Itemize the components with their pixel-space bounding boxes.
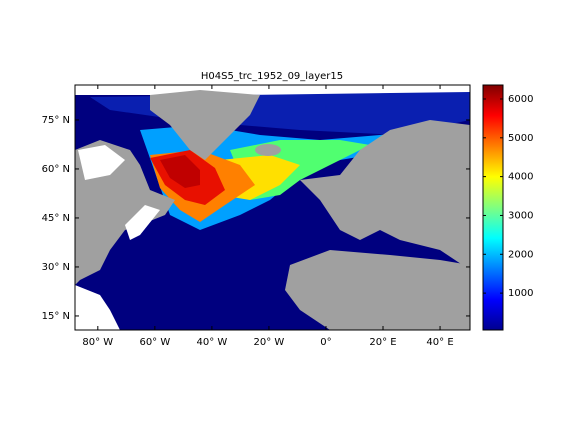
axes-frame [74,84,471,331]
chart-title: H04S5_trc_1952_09_layer15 [201,71,343,82]
colorbar [482,84,504,331]
y-tick-label: 60° N [42,164,70,175]
x-tick-label: 40° W [196,337,227,348]
colorbar-tick-label: 3000 [508,210,533,221]
colorbar-tick-label: 5000 [508,133,533,144]
x-tick-label: 0° [320,337,331,348]
x-tick-label: 40° E [426,337,453,348]
y-tick-label: 45° N [42,213,70,224]
colorbar-tick-label: 2000 [508,249,533,260]
colorbar-tick-label: 1000 [508,288,533,299]
y-tick-label: 15° N [42,311,70,322]
x-tick-label: 20° E [369,337,396,348]
colorbar-tick-label: 6000 [508,94,533,105]
x-tick-label: 20° W [254,337,285,348]
y-tick-label: 75° N [42,115,70,126]
x-tick-label: 80° W [82,337,113,348]
map-field [75,85,470,330]
y-tick-label: 30° N [42,262,70,273]
x-tick-label: 60° W [139,337,170,348]
colorbar-tick-label: 4000 [508,172,533,183]
